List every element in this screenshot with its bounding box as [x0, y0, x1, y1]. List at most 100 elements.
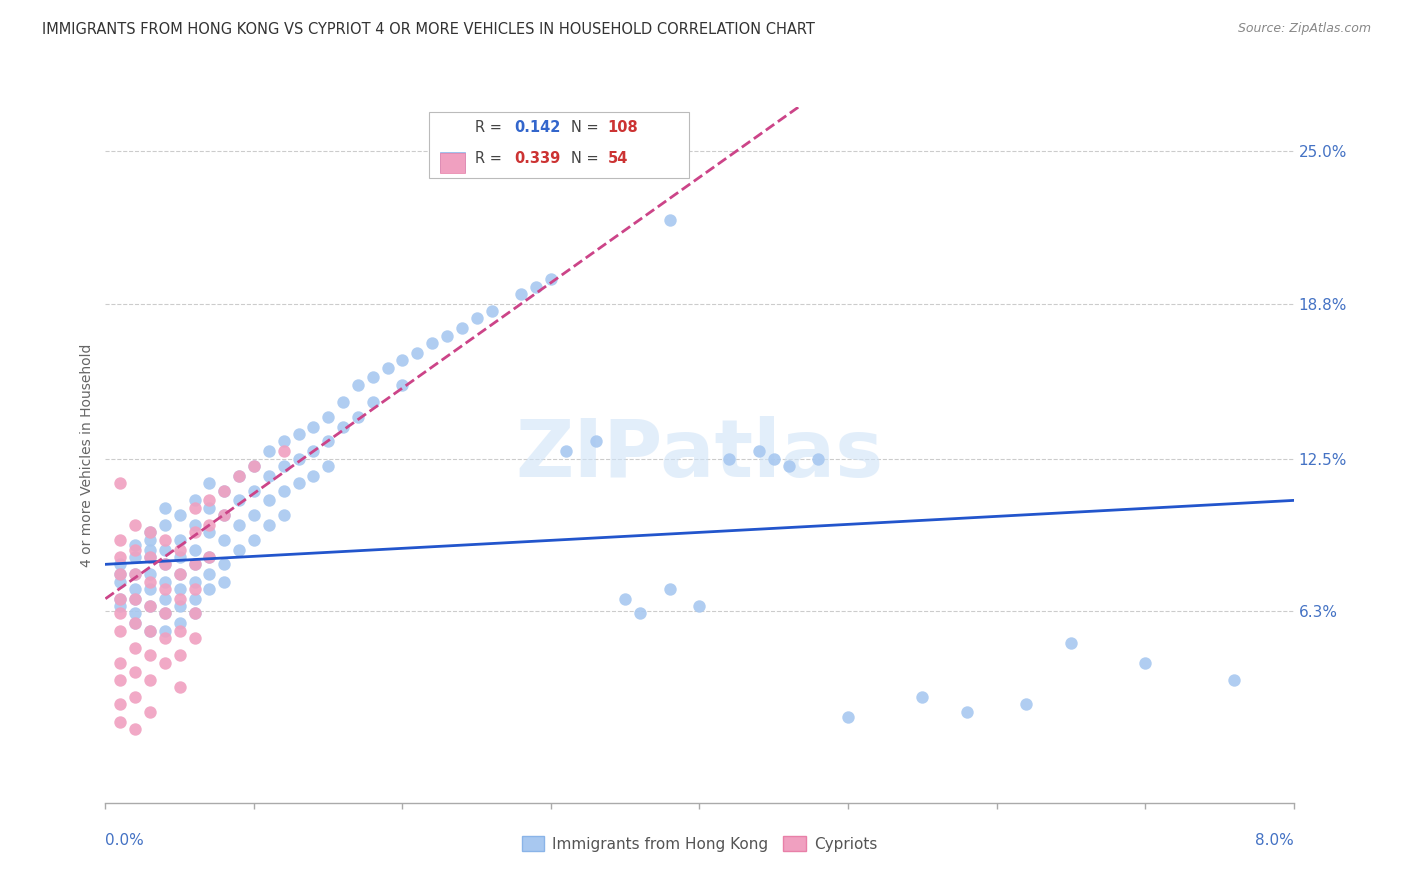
Text: 54: 54 — [607, 152, 627, 166]
Point — [198, 476, 221, 491]
Point — [406, 346, 429, 360]
Point — [243, 483, 266, 498]
Point — [153, 518, 176, 533]
Point — [139, 624, 162, 638]
Point — [658, 582, 681, 596]
Point — [956, 705, 979, 719]
Point — [450, 321, 472, 335]
Point — [153, 582, 176, 596]
Point — [214, 508, 236, 523]
Point — [198, 500, 221, 515]
Point — [748, 444, 770, 458]
Point — [228, 468, 250, 483]
Point — [124, 591, 146, 606]
Point — [658, 213, 681, 227]
Point — [153, 500, 176, 515]
Point — [465, 311, 488, 326]
Point — [183, 591, 205, 606]
Point — [214, 483, 236, 498]
Point — [124, 518, 146, 533]
Point — [228, 542, 250, 557]
Point — [124, 591, 146, 606]
Point — [124, 567, 146, 582]
Point — [153, 656, 176, 670]
Point — [316, 434, 339, 449]
Text: 0.339: 0.339 — [515, 152, 561, 166]
Point — [110, 599, 132, 614]
Point — [257, 468, 280, 483]
Text: IMMIGRANTS FROM HONG KONG VS CYPRIOT 4 OR MORE VEHICLES IN HOUSEHOLD CORRELATION: IMMIGRANTS FROM HONG KONG VS CYPRIOT 4 O… — [42, 22, 815, 37]
Point — [1060, 636, 1083, 650]
Point — [110, 673, 132, 687]
Point — [1015, 698, 1038, 712]
Legend: Immigrants from Hong Kong, Cypriots: Immigrants from Hong Kong, Cypriots — [516, 830, 883, 858]
Point — [316, 409, 339, 424]
Point — [183, 607, 205, 621]
Point — [481, 304, 503, 318]
Point — [198, 493, 221, 508]
Point — [911, 690, 934, 704]
Point — [153, 558, 176, 572]
Point — [153, 607, 176, 621]
Point — [228, 493, 250, 508]
Point — [347, 409, 370, 424]
Point — [183, 558, 205, 572]
Point — [361, 370, 384, 384]
Point — [214, 558, 236, 572]
Point — [169, 542, 191, 557]
Point — [183, 631, 205, 645]
Point — [124, 616, 146, 631]
Text: 0.142: 0.142 — [515, 120, 561, 135]
Point — [153, 624, 176, 638]
Y-axis label: 4 or more Vehicles in Household: 4 or more Vehicles in Household — [80, 343, 94, 566]
Text: 0.0%: 0.0% — [105, 833, 145, 848]
Point — [614, 591, 637, 606]
Point — [762, 451, 785, 466]
Point — [110, 558, 132, 572]
Point — [139, 542, 162, 557]
Point — [110, 591, 132, 606]
Point — [198, 549, 221, 564]
Point — [169, 533, 191, 547]
Point — [124, 607, 146, 621]
Point — [436, 328, 458, 343]
Point — [124, 665, 146, 680]
Point — [110, 533, 132, 547]
Point — [110, 624, 132, 638]
Point — [124, 582, 146, 596]
Point — [243, 458, 266, 473]
Point — [139, 533, 162, 547]
Text: ZIPatlas: ZIPatlas — [516, 416, 883, 494]
Point — [183, 607, 205, 621]
Point — [1223, 673, 1246, 687]
Point — [169, 624, 191, 638]
Point — [198, 567, 221, 582]
Point — [110, 698, 132, 712]
Point — [139, 705, 162, 719]
Point — [110, 656, 132, 670]
Point — [124, 616, 146, 631]
Point — [332, 395, 354, 409]
Point — [153, 533, 176, 547]
Point — [169, 567, 191, 582]
Point — [302, 419, 325, 434]
Point — [124, 549, 146, 564]
Point — [124, 722, 146, 736]
Point — [257, 493, 280, 508]
Point — [153, 607, 176, 621]
Point — [302, 468, 325, 483]
Point — [257, 444, 280, 458]
Point — [183, 582, 205, 596]
Point — [124, 690, 146, 704]
Point — [139, 574, 162, 589]
Point — [169, 582, 191, 596]
Point — [807, 451, 830, 466]
Point — [153, 558, 176, 572]
Text: 8.0%: 8.0% — [1254, 833, 1294, 848]
Point — [169, 648, 191, 663]
Point — [169, 508, 191, 523]
Point — [183, 518, 205, 533]
Text: N =: N = — [571, 120, 603, 135]
Point — [139, 525, 162, 540]
Point — [214, 483, 236, 498]
